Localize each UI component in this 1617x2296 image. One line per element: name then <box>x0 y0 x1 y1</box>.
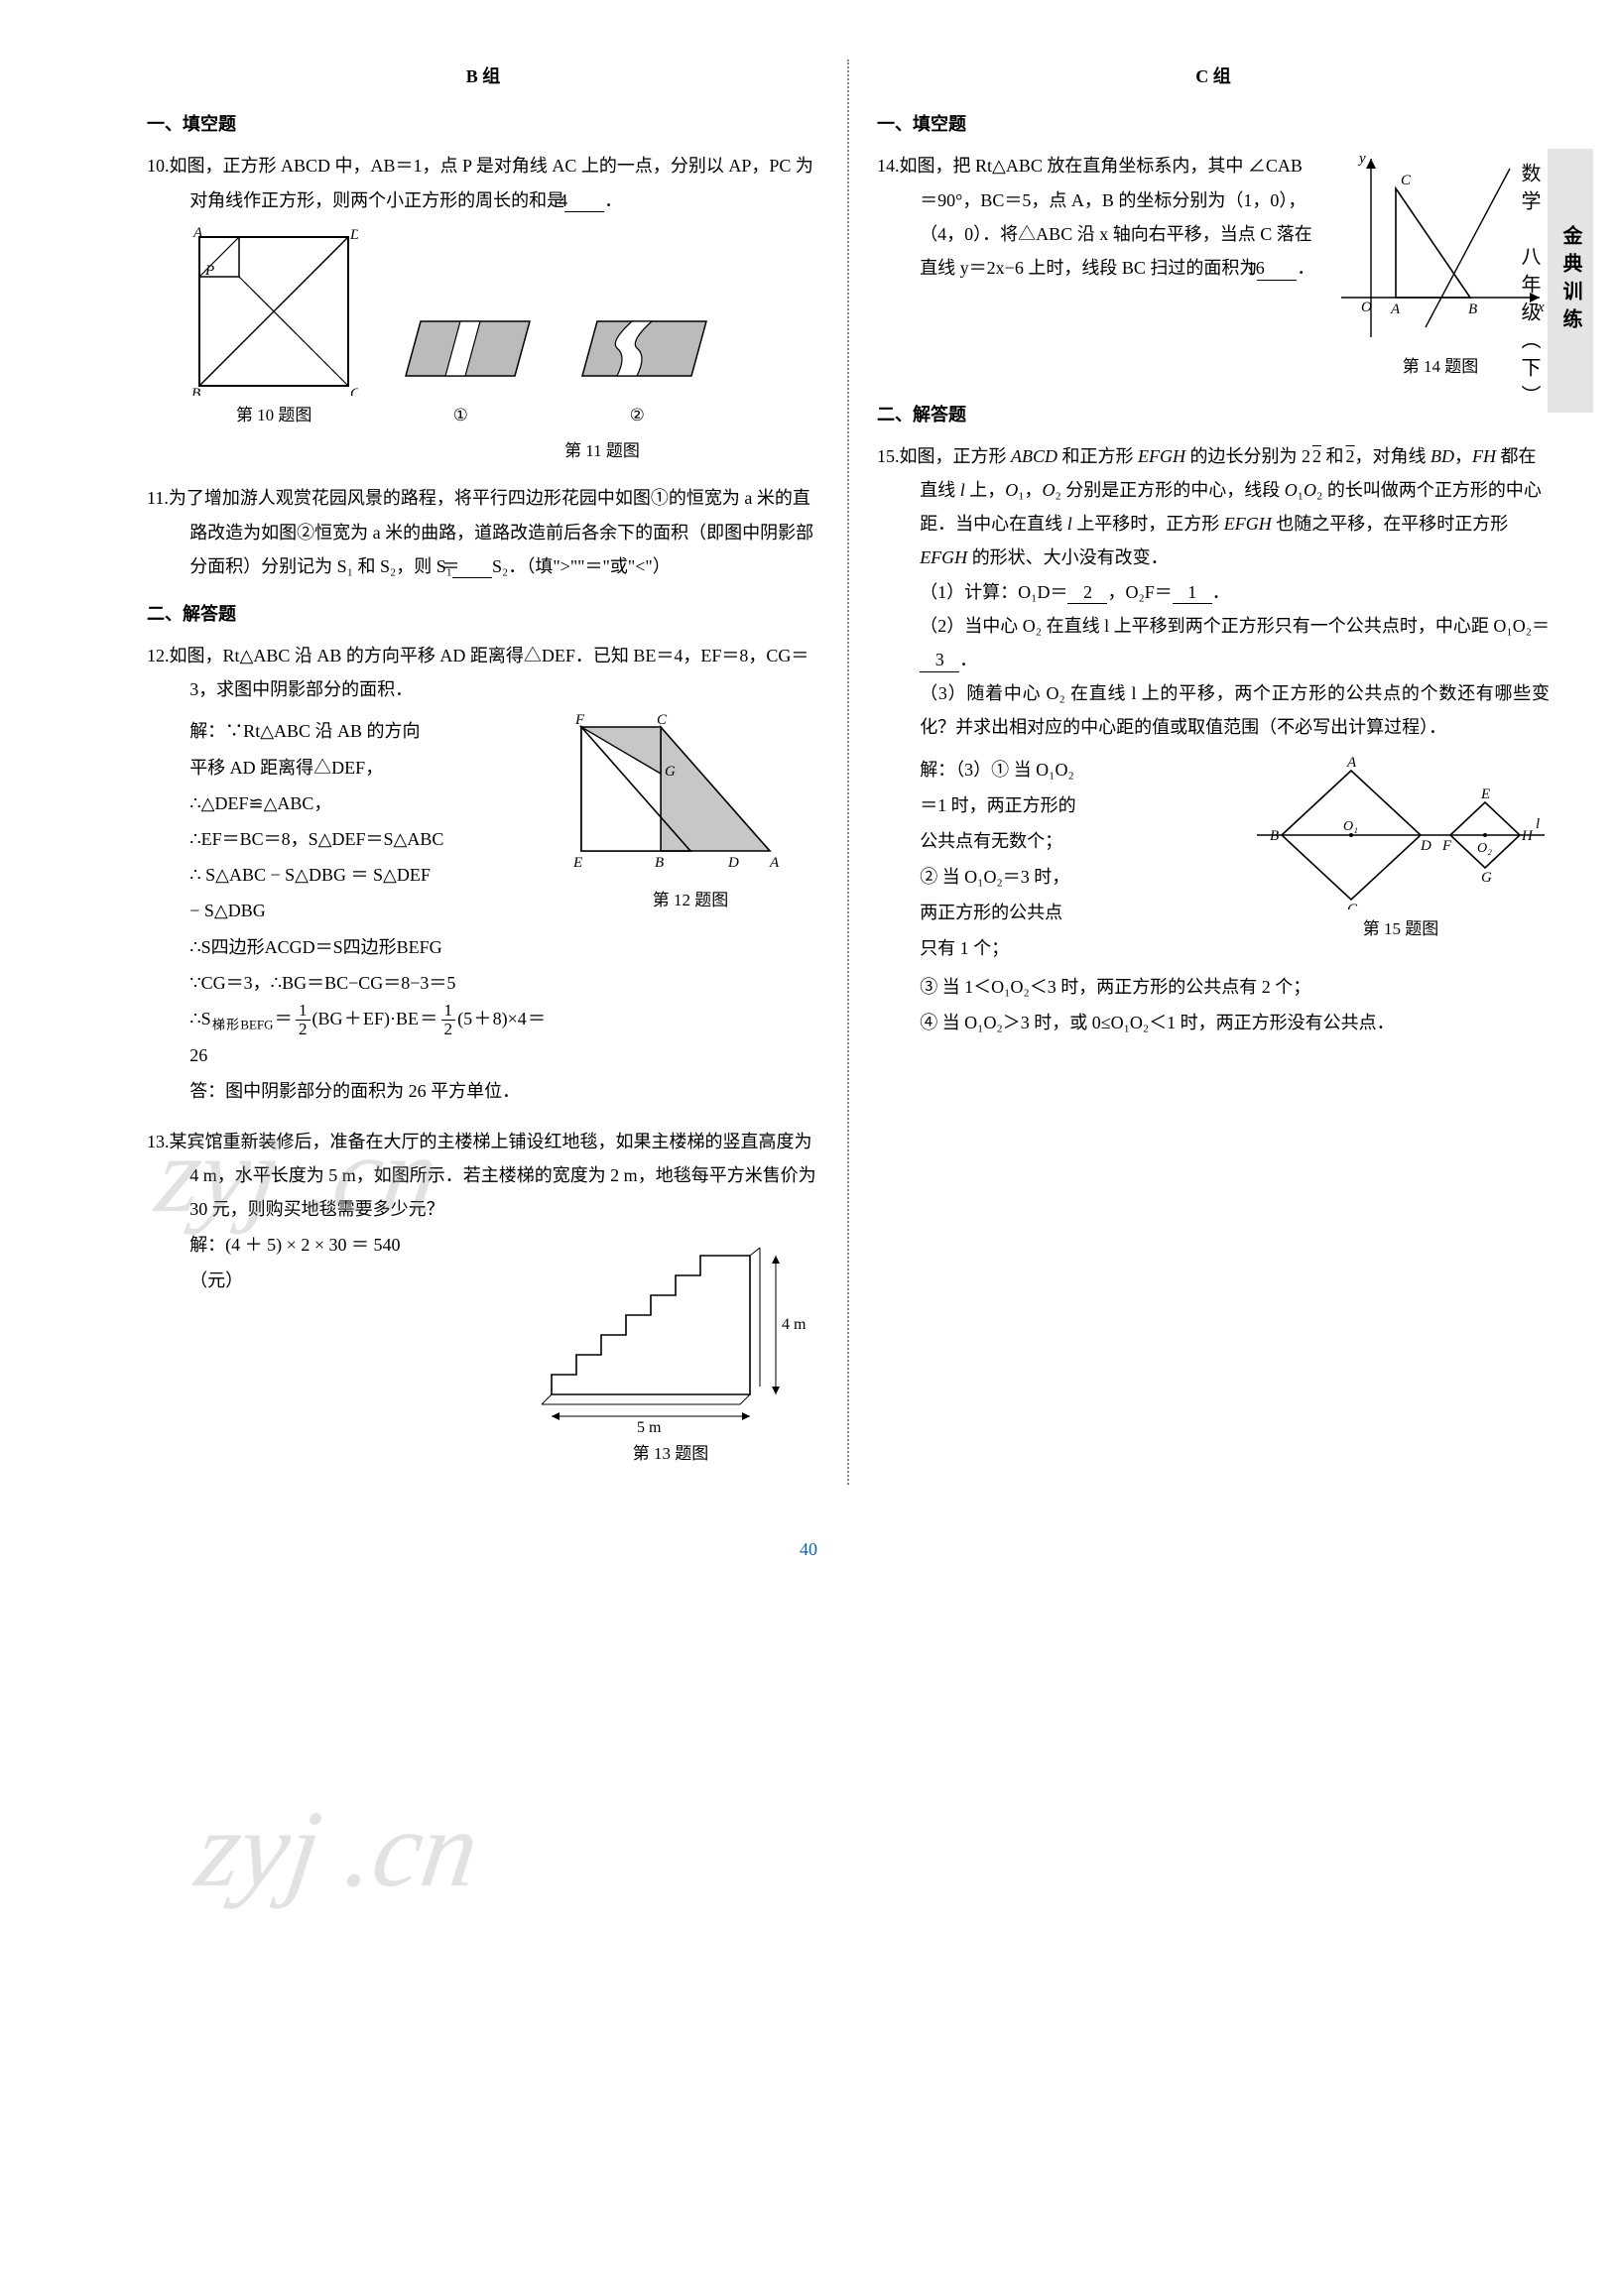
side-tab: 金典训练 数学 八年级（下） <box>1546 149 1593 413</box>
svg-text:C: C <box>1401 173 1412 188</box>
q11-blank: ＝ <box>452 556 492 579</box>
q15-p1: （1）计算：O₁D＝2，O₂F＝1． <box>920 575 1550 609</box>
q15-fig: A B C D O₁ E F G H O₂ l 第 15 题图 <box>1252 751 1550 945</box>
svg-text:C: C <box>657 712 668 728</box>
svg-text:A: A <box>1346 755 1357 771</box>
q11-fig2: ② <box>562 306 711 431</box>
q15-solution: 解：（3）① 当 O₁O₂ ＝1 时，两正方形的 公共点有无数个； ② 当 O₁… <box>877 751 1238 968</box>
q13-fig: 4 m 5 m 第 13 题图 <box>522 1226 819 1470</box>
q14: 14.如图，把 Rt△ABC 放在直角坐标系内，其中 ∠CAB＝90°，BC＝5… <box>877 149 1550 383</box>
svg-text:F: F <box>574 712 585 728</box>
q12-svg: F C G E B D A <box>561 712 819 881</box>
q12-text: 12.如图，Rt△ABC 沿 AB 的方向平移 AD 距离得△DEF．已知 BE… <box>147 639 819 706</box>
svg-text:E: E <box>1480 786 1490 802</box>
svg-text:F: F <box>1441 838 1452 854</box>
svg-text:C: C <box>1347 902 1358 909</box>
q10: 10.如图，正方形 ABCD 中，AB＝1，点 P 是对角线 AC 上的一点，分… <box>147 149 819 467</box>
section-fill-b: 一、填空题 <box>147 107 819 141</box>
side-tab-title: 金典训练 <box>1548 149 1593 413</box>
side-tab-sub: 数学 八年级（下） <box>1510 163 1548 413</box>
q11-fig1: ① <box>386 306 535 431</box>
svg-text:G: G <box>665 764 676 780</box>
q11-cap: 第 11 题图 <box>385 435 819 467</box>
q10-svg: A D B C P <box>189 227 358 396</box>
column-b: B 组 一、填空题 10.如图，正方形 ABCD 中，AB＝1，点 P 是对角线… <box>119 60 849 1485</box>
q10-text: 10.如图，正方形 ABCD 中，AB＝1，点 P 是对角线 AC 上的一点，分… <box>147 149 819 216</box>
svg-text:B: B <box>1270 828 1279 844</box>
svg-text:P: P <box>204 263 214 279</box>
section-solve-c: 二、解答题 <box>877 398 1550 431</box>
svg-text:A: A <box>769 855 780 871</box>
svg-text:E: E <box>572 855 582 871</box>
group-b-title: B 组 <box>147 60 819 93</box>
section-fill-c: 一、填空题 <box>877 107 1550 141</box>
q14-blank: 16 <box>1257 258 1297 281</box>
q15-parts: （1）计算：O₁D＝2，O₂F＝1． （2）当中心 O₂ 在直线 l 上平移到两… <box>877 575 1550 745</box>
q11-svg1 <box>386 306 535 396</box>
column-c: C 组 一、填空题 14.如图，把 Rt△ABC 放在直角坐标系内，其中 ∠CA… <box>849 60 1577 1485</box>
svg-text:O₂: O₂ <box>1477 841 1492 856</box>
svg-text:O: O <box>1361 300 1372 315</box>
svg-text:B: B <box>191 386 200 396</box>
svg-text:G: G <box>1481 870 1492 886</box>
svg-text:O₁: O₁ <box>1343 819 1358 834</box>
q11-svg2 <box>562 306 711 396</box>
q10-blank: 4 <box>564 190 604 213</box>
svg-text:A: A <box>1390 302 1401 317</box>
q12: 12.如图，Rt△ABC 沿 AB 的方向平移 AD 距离得△DEF．已知 BE… <box>147 639 819 1111</box>
q11: 11.为了增加游人观赏花园风景的路程，将平行四边形花园中如图①的恒宽为 a 米的… <box>147 481 819 583</box>
svg-text:5 m: 5 m <box>637 1419 662 1434</box>
svg-text:C: C <box>350 386 358 396</box>
q15-text: 15.如图，正方形 ABCD 和正方形 EFGH 的边长分别为 22 和2，对角… <box>877 439 1550 575</box>
page-number: 40 <box>0 1524 1617 1590</box>
q12-fig: F C G E B D A 第 12 题图 <box>561 712 819 916</box>
q15-p3: （3）随着中心 O₂ 在直线 l 上的平移，两个正方形的公共点的个数还有哪些变化… <box>920 676 1550 744</box>
q14-text: 14.如图，把 Rt△ABC 放在直角坐标系内，其中 ∠CAB＝90°，BC＝5… <box>877 149 1317 383</box>
svg-text:D: D <box>727 855 739 871</box>
q13-text: 13.某宾馆重新装修后，准备在大厅的主楼梯上铺设红地毯，如果主楼梯的竖直高度为 … <box>147 1125 819 1227</box>
watermark-2: zyj .cn <box>184 1746 491 1953</box>
svg-text:B: B <box>1468 302 1477 317</box>
q12-solution: 解：∵Rt△ABC 沿 AB 的方向 平移 AD 距离得△DEF， ∴△DEF≌… <box>147 712 546 1110</box>
q13-svg: 4 m 5 m <box>522 1226 819 1434</box>
group-c-title: C 组 <box>877 60 1550 93</box>
svg-text:B: B <box>655 855 664 871</box>
svg-text:D: D <box>349 227 358 243</box>
q15-p2: （2）当中心 O₂ 在直线 l 上平移到两个正方形只有一个公共点时，中心距 O₁… <box>920 609 1550 676</box>
q15-solution-cont: ③ 当 1＜O₁O₂＜3 时，两正方形的公共点有 2 个； ④ 当 O₁O₂＞3… <box>877 970 1550 1039</box>
q12-frac-line: ∴S梯形BEFG＝12(BG＋EF)·BE＝12(5＋8)×4＝26 <box>189 1002 546 1073</box>
page: B 组 一、填空题 10.如图，正方形 ABCD 中，AB＝1，点 P 是对角线… <box>0 0 1617 1524</box>
svg-text:l: l <box>1536 816 1540 832</box>
q11-text: 11.为了增加游人观赏花园风景的路程，将平行四边形花园中如图①的恒宽为 a 米的… <box>147 481 819 583</box>
q15-svg: A B C D O₁ E F G H O₂ l <box>1252 751 1550 909</box>
q15: 15.如图，正方形 ABCD 和正方形 EFGH 的边长分别为 22 和2，对角… <box>877 439 1550 1039</box>
section-solve-b: 二、解答题 <box>147 597 819 631</box>
q10-q11-figs: A D B C P 第 10 题图 ① <box>189 227 819 431</box>
svg-text:A: A <box>192 227 203 241</box>
q13-solution: 解：(4 ＋ 5) × 2 × 30 ＝ 540 （元） <box>147 1226 506 1299</box>
svg-text:H: H <box>1521 828 1534 844</box>
svg-text:4 m: 4 m <box>782 1316 807 1333</box>
svg-text:D: D <box>1420 838 1431 854</box>
q13: 13.某宾馆重新装修后，准备在大厅的主楼梯上铺设红地毯，如果主楼梯的竖直高度为 … <box>147 1125 819 1471</box>
svg-text:y: y <box>1357 151 1366 167</box>
q10-fig: A D B C P 第 10 题图 <box>189 227 358 431</box>
